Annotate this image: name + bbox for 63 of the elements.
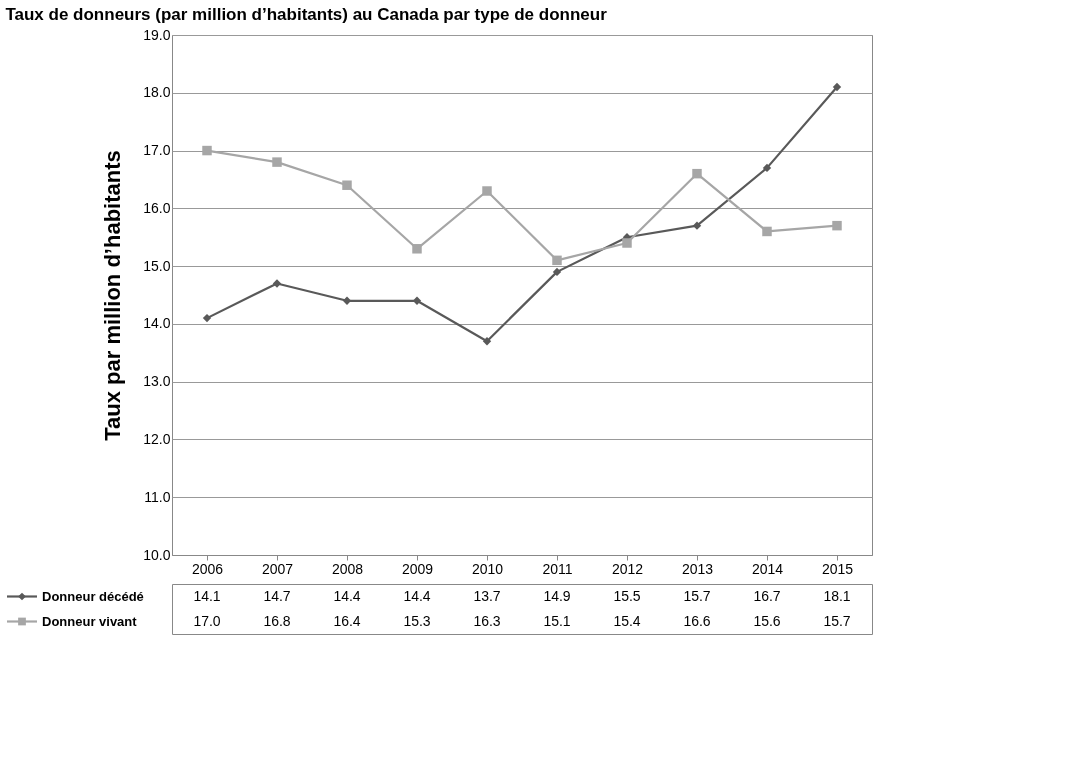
point bbox=[342, 180, 352, 190]
data-label: 14.4 bbox=[333, 587, 361, 604]
y-tick-label: 17.0 bbox=[143, 142, 171, 159]
point bbox=[482, 337, 492, 346]
chart-title: Taux de donneurs (par million d’habitants) au Canada par type de donneur bbox=[5, 4, 608, 24]
data-label: 14.7 bbox=[263, 587, 291, 604]
x-tick-label: 2011 bbox=[542, 560, 573, 577]
y-tick-label: 12.0 bbox=[143, 430, 171, 447]
data-label: 16.6 bbox=[683, 612, 711, 629]
x-tick-label: 2012 bbox=[611, 560, 644, 577]
legend-label: Donneur vivant bbox=[42, 613, 138, 629]
x-tick-label: 2015 bbox=[821, 560, 854, 577]
point bbox=[272, 157, 282, 167]
y-tick-label: 10.0 bbox=[143, 546, 171, 563]
point bbox=[622, 238, 632, 248]
data-label: 16.7 bbox=[753, 587, 781, 604]
y-tick-label: 19.0 bbox=[143, 26, 171, 43]
point bbox=[482, 186, 492, 196]
point bbox=[832, 82, 842, 92]
point bbox=[272, 279, 282, 288]
data-label: 18.1 bbox=[823, 587, 851, 604]
data-label: 15.6 bbox=[753, 612, 781, 629]
x-tick-label: 2009 bbox=[401, 560, 434, 577]
point bbox=[762, 163, 772, 173]
data-label: 15.7 bbox=[683, 587, 711, 604]
y-tick-label: 15.0 bbox=[143, 257, 171, 274]
x-tick-label: 2014 bbox=[751, 560, 784, 577]
point bbox=[202, 313, 212, 323]
point bbox=[202, 145, 212, 156]
data-label: 17.0 bbox=[193, 612, 221, 629]
data-label: 15.5 bbox=[613, 587, 641, 604]
point bbox=[552, 255, 562, 266]
x-tick-label: 2008 bbox=[331, 560, 364, 577]
data-label: 15.4 bbox=[613, 612, 641, 629]
y-tick-label: 18.0 bbox=[143, 84, 171, 101]
x-tick-label: 2010 bbox=[471, 560, 504, 577]
y-tick-label: 14.0 bbox=[143, 315, 171, 332]
y-tick-label: 11.0 bbox=[144, 488, 171, 505]
data-label: 13.7 bbox=[473, 587, 501, 604]
x-tick-label: 2013 bbox=[681, 560, 714, 577]
y-tick-label: 16.0 bbox=[143, 199, 171, 216]
data-label: 14.9 bbox=[543, 587, 571, 604]
point bbox=[692, 168, 702, 179]
y-axis-title: Taux par million d’habitants bbox=[100, 150, 126, 441]
point bbox=[342, 296, 352, 305]
data-label: 14.1 bbox=[193, 587, 221, 604]
x-tick-label: 2006 bbox=[191, 560, 224, 577]
legend-label: Donneur décédé bbox=[42, 588, 144, 604]
data-label: 15.1 bbox=[543, 612, 571, 629]
point bbox=[762, 226, 772, 237]
point bbox=[412, 244, 422, 254]
point bbox=[692, 221, 702, 230]
data-label: 16.4 bbox=[333, 612, 361, 629]
point bbox=[832, 220, 842, 231]
x-tick-label: 2007 bbox=[261, 560, 294, 577]
point bbox=[412, 296, 422, 305]
data-label: 14.4 bbox=[403, 587, 431, 604]
data-label: 16.3 bbox=[473, 612, 501, 629]
data-label: 15.3 bbox=[403, 612, 431, 629]
point bbox=[552, 267, 562, 277]
y-tick-label: 13.0 bbox=[143, 373, 171, 390]
data-label: 15.7 bbox=[823, 612, 851, 629]
data-label: 16.8 bbox=[263, 612, 291, 629]
